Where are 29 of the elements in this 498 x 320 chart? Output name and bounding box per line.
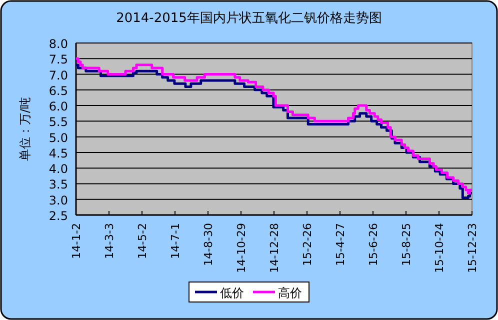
x-tick-label: 14-1-2 — [70, 223, 83, 259]
y-tick-label: 4.0 — [48, 162, 68, 176]
y-tick-label: 5.5 — [48, 115, 68, 130]
y-axis-title: 单位：万/吨 — [18, 96, 32, 162]
y-tick-label: 7.0 — [48, 68, 68, 82]
y-tick-label: 3.5 — [48, 178, 68, 192]
x-tick-label: 14-7-1 — [169, 223, 182, 259]
x-tick-label: 15-12-23 — [466, 223, 479, 273]
y-tick-label: 2.5 — [48, 209, 68, 223]
x-tick-label: 14-3-3 — [103, 223, 116, 259]
y-tick-label: 7.5 — [48, 52, 68, 67]
x-tick-label: 15-6-26 — [367, 223, 380, 266]
x-tick-label: 14-5-2 — [136, 223, 149, 259]
y-tick-label: 6.0 — [48, 100, 68, 114]
x-tick-label: 15-4-27 — [334, 223, 347, 266]
y-tick-label: 6.5 — [48, 84, 68, 98]
y-tick-label: 8.0 — [48, 37, 68, 51]
x-tick-label: 15-8-25 — [400, 223, 413, 266]
x-tick-label: 15-10-24 — [433, 223, 446, 273]
legend-label: 低价 — [220, 286, 244, 300]
x-tick-label: 14-10-29 — [235, 223, 248, 273]
y-tick-label: 5.0 — [48, 130, 68, 145]
y-tick-label: 4.5 — [48, 146, 68, 160]
y-tick-label: 3.0 — [48, 193, 68, 208]
chart-title: 2014-2015年国内片状五氧化二钒价格走势图 — [116, 11, 382, 26]
x-tick-label: 15-2-26 — [301, 223, 314, 266]
legend-label: 高价 — [278, 286, 302, 300]
x-tick-label: 14-8-30 — [202, 223, 215, 266]
x-tick-label: 14-12-28 — [268, 223, 281, 273]
